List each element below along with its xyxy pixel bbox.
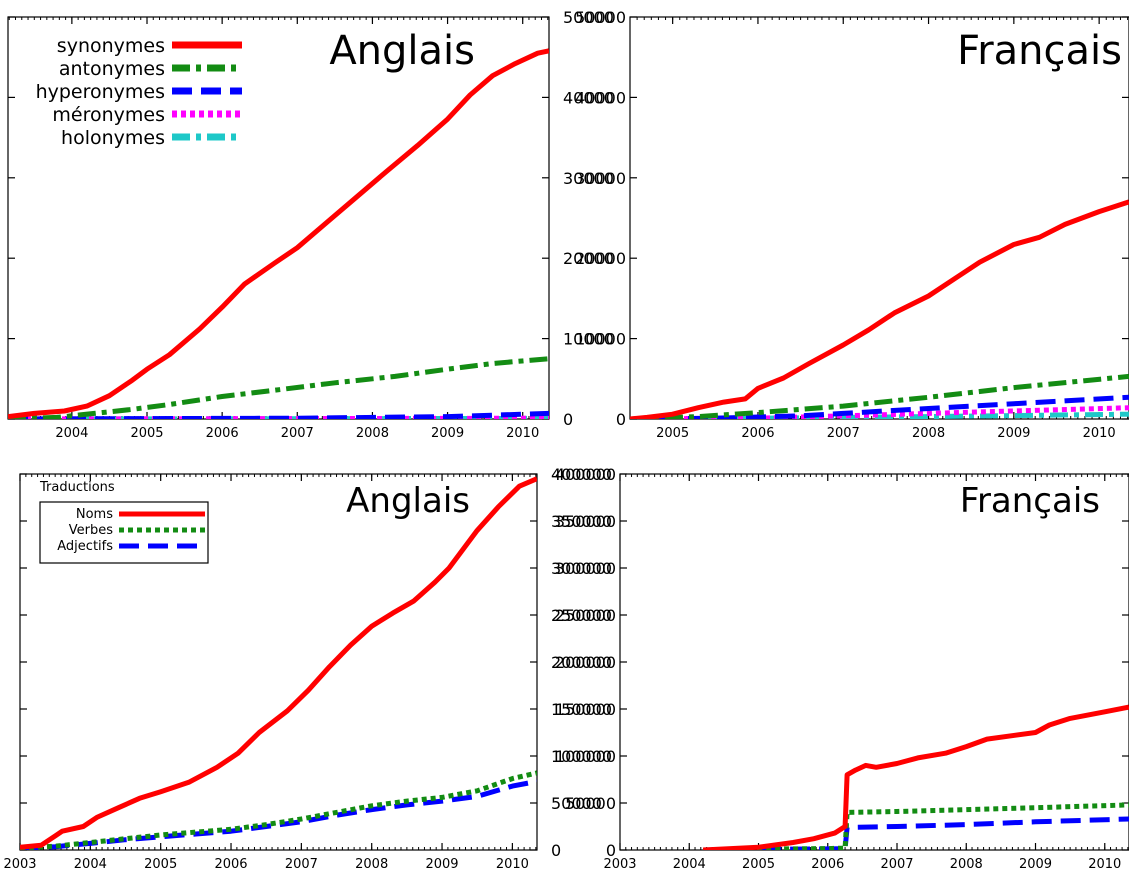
x-tick-label: 2008 <box>950 857 983 872</box>
chart-title: Anglais <box>329 28 475 74</box>
y-tick-label: 250000 <box>551 606 612 625</box>
x-tick-label: 2005 <box>130 426 163 441</box>
x-tick-label: 2006 <box>206 426 239 441</box>
x-tick-label: 2005 <box>656 426 689 441</box>
series-line-noms <box>702 704 1129 850</box>
x-tick-label: 2010 <box>506 426 539 441</box>
series-line-synonymes <box>8 48 549 419</box>
y-tick-label: 300000 <box>551 559 612 578</box>
x-tick-label: 2008 <box>355 857 388 872</box>
series-line-hyperonymes <box>630 394 1129 419</box>
series-line-antonymes <box>630 373 1129 419</box>
x-tick-label: 2010 <box>1083 426 1116 441</box>
x-tick-label: 2010 <box>496 857 529 872</box>
y-tick-label: 10000 <box>563 330 614 349</box>
x-tick-label: 2009 <box>425 857 458 872</box>
series-line-antonymes <box>8 356 549 419</box>
y-tick-label: 50000 <box>563 8 614 27</box>
y-tick-label: 350000 <box>551 512 612 531</box>
chart-title: Français <box>960 481 1100 521</box>
y-tick-label: 20000 <box>575 249 626 268</box>
legend-label: hyperonymes <box>36 81 165 103</box>
y-tick-label: 0 <box>551 841 561 860</box>
x-tick-label: 2008 <box>912 426 945 441</box>
y-tick-label: 0 <box>616 410 626 429</box>
y-tick-label: 200000 <box>555 653 616 672</box>
y-tick-label: 100000 <box>555 747 616 766</box>
legend-label: Verbes <box>69 523 113 538</box>
y-tick-label: 150000 <box>551 700 612 719</box>
chart-panel-anglais-traductions: 2003 2004 2005 2006 2007 2008 2009 2010 0 50000 10… <box>3 465 612 872</box>
plot-frame <box>619 473 1129 851</box>
x-tick-label: 2007 <box>880 857 913 872</box>
y-tick-label: 400000 <box>555 465 616 484</box>
x-tick-label: 2003 <box>603 857 636 872</box>
x-tick-label: 2005 <box>742 857 775 872</box>
y-tick-label: 350000 <box>555 512 616 531</box>
series-line-synonymes <box>630 199 1129 419</box>
x-tick-label: 2004 <box>55 426 88 441</box>
series-group <box>702 704 1129 850</box>
y-tick-label: 50000 <box>551 794 602 813</box>
y-tick-label: 10000 <box>575 330 626 349</box>
y-tick-label: 20000 <box>563 249 614 268</box>
y-tick-label: 0 <box>606 841 616 860</box>
y-tick-label: 250000 <box>555 606 616 625</box>
x-tick-label: 2007 <box>281 426 314 441</box>
x-tick-label: 2006 <box>214 857 247 872</box>
y-tick-label: 50000 <box>575 8 626 27</box>
x-tick-label: 2010 <box>1088 857 1121 872</box>
chart-panel-francais-traductions: 2003 2004 2005 2006 2007 2008 2009 2010 0 50000 10… <box>555 465 1129 872</box>
y-tick-label: 30000 <box>563 169 614 188</box>
y-tick-label: 40000 <box>563 88 614 107</box>
y-tick-label: 150000 <box>555 700 616 719</box>
y-tick-label: 30000 <box>575 169 626 188</box>
series-line-noms <box>20 476 537 850</box>
x-tick-label: 2004 <box>673 857 706 872</box>
y-tick-label: 400000 <box>551 465 612 484</box>
legend-label: synonymes <box>57 35 165 57</box>
y-tick-label: 100000 <box>551 747 612 766</box>
legend: synonymesantonymeshyperonymesméronymesho… <box>36 35 242 149</box>
x-tick-label: 2008 <box>356 426 389 441</box>
series-group <box>8 48 549 419</box>
x-tick-label: 2007 <box>285 857 318 872</box>
x-tick-label: 2006 <box>741 426 774 441</box>
series-line-verbes <box>703 802 1129 850</box>
chart-panel-francais-relations: 2005 2006 2007 2008 2009 2010 0 10000 20000 30000… <box>575 8 1129 441</box>
legend-title: Traductions <box>39 480 115 495</box>
legend-label: Noms <box>76 507 113 522</box>
x-tick-label: 2007 <box>827 426 860 441</box>
series-line-mronymes <box>630 405 1129 419</box>
chart-title: Français <box>957 28 1122 74</box>
y-tick-label: 300000 <box>555 559 616 578</box>
series-line-hyperonymes <box>8 410 549 419</box>
x-tick-label: 2003 <box>3 857 36 872</box>
x-tick-label: 2004 <box>74 857 107 872</box>
y-tick-label: 0 <box>563 410 573 429</box>
x-tick-label: 2005 <box>144 857 177 872</box>
series-group <box>20 476 537 850</box>
series-line-verbes <box>20 770 537 850</box>
y-tick-label: 200000 <box>551 653 612 672</box>
x-tick-label: 2009 <box>1019 857 1052 872</box>
chart-title: Anglais <box>346 481 470 521</box>
y-tick-label: 40000 <box>575 88 626 107</box>
chart-panel-anglais-relations: 2004 2005 2006 2007 2008 2009 2010 0 10000 20000 3… <box>7 8 614 441</box>
x-tick-label: 2009 <box>431 426 464 441</box>
legend-label: méronymes <box>52 104 165 126</box>
legend-label: holonymes <box>61 127 165 149</box>
legend-label: Adjectifs <box>57 539 113 554</box>
x-tick-label: 2006 <box>811 857 844 872</box>
plot-frame <box>629 16 1129 420</box>
legend-label: antonymes <box>59 58 165 80</box>
series-group <box>630 199 1129 419</box>
y-tick-label: 50000 <box>565 794 616 813</box>
x-tick-label: 2009 <box>997 426 1030 441</box>
